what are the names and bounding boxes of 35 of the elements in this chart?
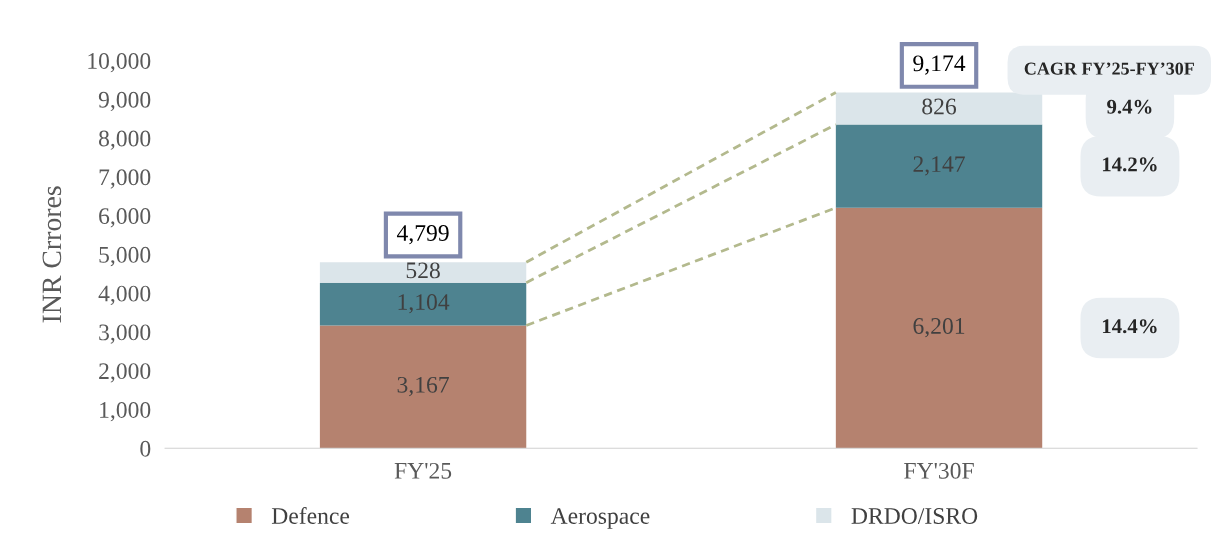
bar bbox=[835, 207, 1043, 449]
bar bbox=[835, 124, 1043, 208]
y-tick-label: 5,000 bbox=[99, 246, 151, 267]
y-tick-label: 6,000 bbox=[99, 208, 151, 228]
bar bbox=[835, 92, 1043, 125]
y-tick-label: 10,000 bbox=[88, 52, 151, 73]
data-label: 1,104 bbox=[398, 294, 450, 314]
y-tick-label: 1,000 bbox=[100, 401, 151, 422]
y-tick-label: 0 bbox=[140, 440, 151, 457]
data-label: 528 bbox=[406, 262, 440, 279]
annotation: 9.4% bbox=[1107, 99, 1152, 114]
x-tick-label: FY'25 bbox=[394, 462, 452, 479]
y-tick-label: 7,000 bbox=[99, 169, 151, 189]
bar bbox=[319, 262, 527, 283]
legend-label: Defence bbox=[271, 507, 350, 524]
total-label: 4,799 bbox=[396, 225, 449, 245]
y-tick-label: 4,000 bbox=[98, 285, 151, 305]
legend-label: Aerospace bbox=[550, 508, 650, 529]
legend-label: DRDO/ISRO bbox=[851, 508, 978, 524]
y-tick-label: 9,000 bbox=[98, 91, 151, 112]
data-label: 826 bbox=[922, 98, 957, 115]
y-tick-label: 8,000 bbox=[98, 130, 151, 150]
y-axis-title: INR Crrores bbox=[42, 186, 62, 323]
y-tick-label: 3,000 bbox=[99, 324, 151, 344]
annotation: 14.4% bbox=[1102, 319, 1157, 334]
annotation: 14.2% bbox=[1102, 157, 1157, 172]
data-label: 3,167 bbox=[397, 376, 449, 397]
data-label: 2,147 bbox=[913, 156, 965, 176]
bar bbox=[319, 282, 527, 326]
x-tick-label: FY'30F bbox=[904, 462, 974, 479]
annotation: CAGR FY’25-FY’30F bbox=[1024, 62, 1194, 75]
bar bbox=[319, 325, 527, 449]
y-tick-label: 2,000 bbox=[99, 363, 151, 383]
data-label: 6,201 bbox=[913, 318, 965, 338]
total-label: 9,174 bbox=[913, 55, 966, 75]
